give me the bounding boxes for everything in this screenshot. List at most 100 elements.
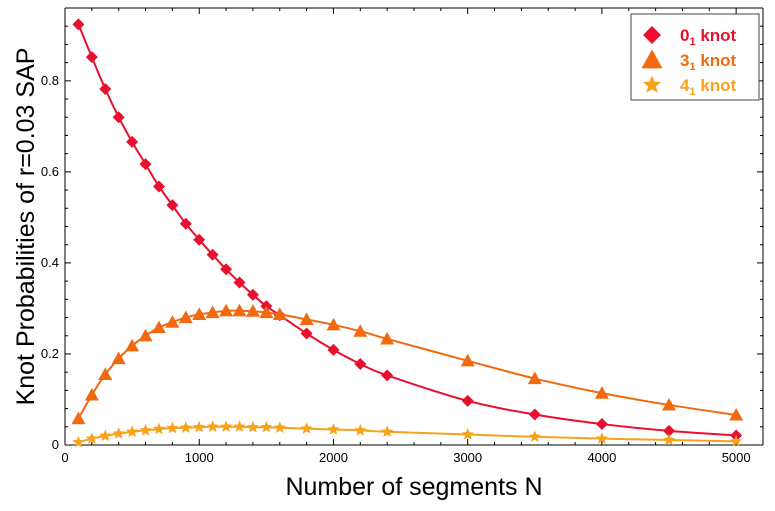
star-marker [125,425,139,438]
triangle-marker [245,304,260,317]
star-marker [380,425,394,438]
star-marker [528,430,541,443]
y-tick-label: 0.6 [41,164,59,179]
legend: 01 knot 31 knot 41 knot [630,13,760,101]
diamond-marker [206,248,219,261]
y-tick-label: 0.4 [41,255,59,270]
series-4-1-knot [72,420,743,448]
triangle-marker [165,315,180,328]
star-marker [72,435,85,448]
x-tick-label: 5000 [722,450,751,465]
star-marker [642,75,662,93]
x-tick-label: 4000 [587,450,616,465]
diamond-marker [663,424,676,437]
triangle-marker [125,338,140,352]
triangle-marker [272,307,287,320]
star-marker [595,432,609,444]
diamond-marker [85,51,98,64]
triangle-marker [178,310,193,324]
star-marker [260,420,273,433]
triangle-marker [299,312,314,325]
star-marker [354,423,367,436]
legend-label: 41 knot [680,76,737,98]
diamond-marker [327,343,340,356]
triangle-marker [729,407,744,421]
diamond-marker [461,394,474,407]
legend-label: 31 knot [680,51,737,73]
series-layer [71,18,744,448]
x-tick-label: 3000 [453,450,482,465]
series-line [78,425,737,444]
y-tick-label: 0 [52,437,59,452]
star-marker [729,434,743,447]
star-marker [233,420,246,433]
diamond-marker [72,18,85,31]
diamond-marker [233,276,246,289]
star-marker [112,427,125,439]
triangle-marker [219,303,234,317]
diamond-marker [99,83,112,96]
diamond-marker [139,158,152,171]
triangle-marker [594,386,609,399]
triangle-marker [326,317,341,331]
series-0-1-knot [72,18,743,442]
diamond-marker [300,327,313,340]
star-marker [99,429,112,442]
star-marker [246,420,260,433]
triangle-marker [151,320,166,334]
star-marker [273,421,286,433]
diamond-marker [193,233,206,246]
legend-label: 01 knot [680,26,737,48]
series-3-1-knot [71,303,744,425]
diamond-marker [381,369,394,382]
star-marker [85,432,99,444]
y-tick-label: 0.8 [41,73,59,88]
x-tick-label: 1000 [185,450,214,465]
y-axis-title: Knot Probabilities of r=0.03 SAP [12,48,40,406]
diamond-marker [528,408,541,421]
star-marker [461,428,474,440]
star-marker [139,423,152,436]
triangle-marker [259,305,274,319]
diamond-marker [643,26,661,44]
star-marker [206,420,219,433]
triangle-marker [641,49,663,69]
x-tick-label: 0 [61,450,68,465]
diamond-marker [179,217,192,230]
star-marker [327,423,340,435]
star-marker [152,422,166,435]
y-tick-label: 0.2 [41,346,59,361]
star-marker [166,421,179,434]
star-marker [193,420,206,433]
star-marker [300,422,313,434]
triangle-marker [662,397,677,411]
diamond-marker [354,357,367,370]
star-marker [179,421,192,433]
triangle-marker [380,331,395,345]
x-tick-label: 2000 [319,450,348,465]
triangle-marker [98,367,113,381]
axes: 0 1000 2000 3000 4000 5000 0 0.2 0.4 0.6 0.8 [41,7,764,465]
diamond-marker [220,263,233,276]
x-axis-title: Number of segments N [285,473,542,501]
diamond-marker [152,180,165,193]
diamond-marker [126,135,139,148]
triangle-marker [232,303,247,317]
triangle-marker [460,353,475,367]
triangle-marker [192,307,207,320]
diamond-marker [246,288,259,301]
diamond-marker [112,111,125,124]
triangle-marker [111,351,126,365]
star-marker [219,420,233,433]
triangle-marker [205,305,220,319]
diamond-marker [595,418,608,431]
star-marker [662,433,676,446]
diamond-marker [166,199,179,212]
triangle-marker [138,328,153,342]
triangle-marker [353,324,368,337]
triangle-marker [71,411,86,425]
triangle-marker [527,371,542,385]
triangle-marker [84,387,99,401]
